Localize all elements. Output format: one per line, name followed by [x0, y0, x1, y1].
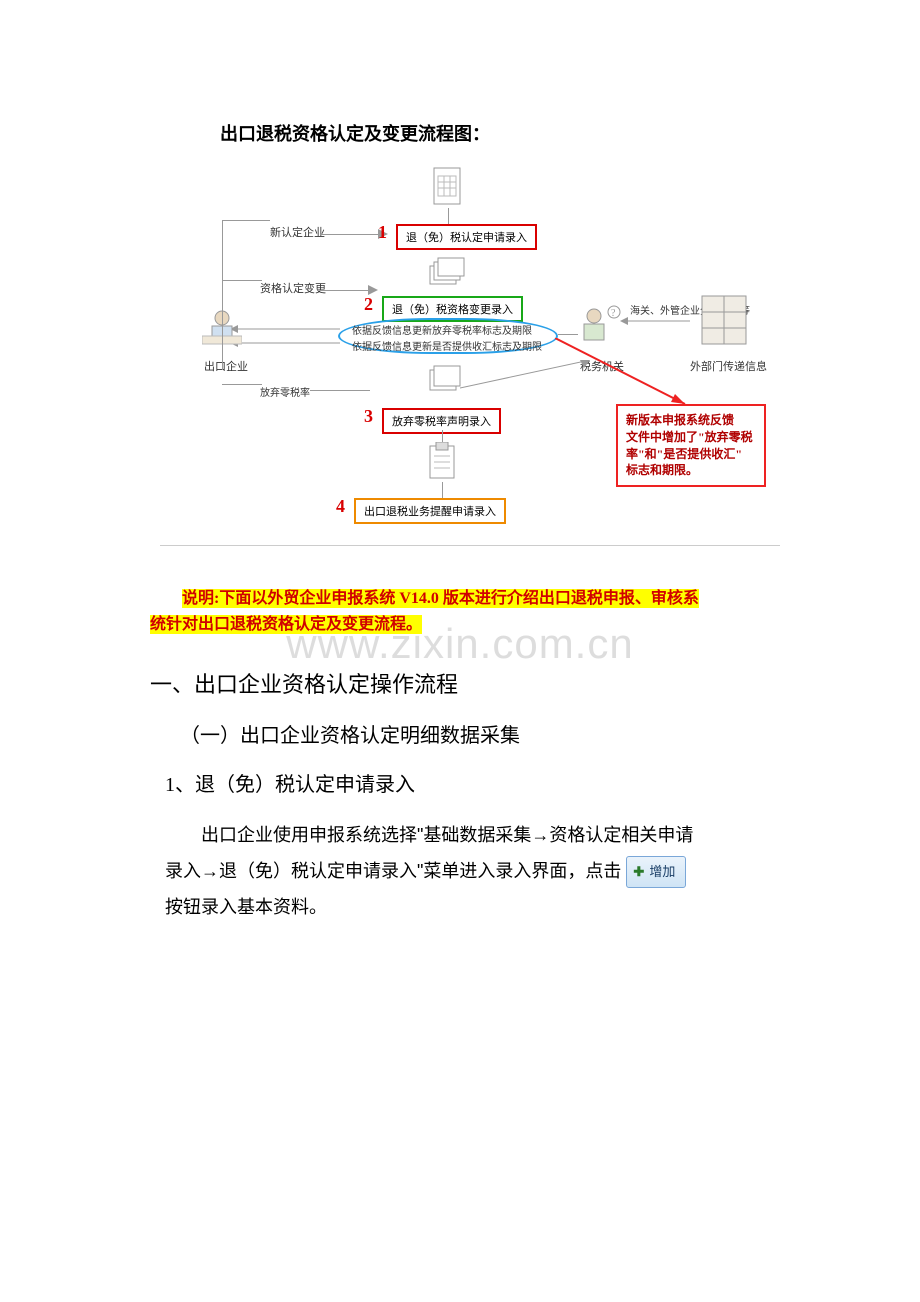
feedback-line-2: 依据反馈信息更新是否提供收汇标志及期限: [352, 338, 542, 353]
explanation-para: 缩进说明:下面以外贸企业申报系统 V14.0 版本进行介绍出口退税申报、审核系 …: [150, 586, 770, 637]
note-line-3: 率"和"是否提供收汇": [626, 446, 756, 463]
body-text-b: 录入→退（免）税认定申请录入"菜单进入录入界面，点击: [165, 861, 621, 881]
heading-level-2: （一）出口企业资格认定明细数据采集: [180, 719, 770, 748]
explain-line-2: 统针对出口退税资格认定及变更流程。: [150, 615, 422, 634]
note-line-2: 文件中增加了"放弃零税: [626, 429, 756, 446]
body-paragraph-3: 按钮录入基本资料。: [165, 889, 770, 925]
note-box: 新版本申报系统反馈 文件中增加了"放弃零税 率"和"是否提供收汇" 标志和期限。: [616, 404, 766, 487]
note-line-4: 标志和期限。: [626, 462, 756, 479]
label-external-dept: 外部门传递信息: [690, 358, 767, 374]
body-text-c: 按钮录入基本资料。: [165, 897, 327, 917]
cabinet-icon: [700, 294, 750, 353]
page-title: 出口退税资格认定及变更流程图：: [220, 120, 770, 146]
explain-line-1: 说明:下面以外贸企业申报系统 V14.0 版本进行介绍出口退税申报、审核系: [182, 589, 699, 608]
flowchart-diagram: 新认定企业 1 退（免）税认定申请录入 资格认定变更 2 退（免）税资格变更录入…: [160, 166, 780, 546]
document-icon: [430, 166, 466, 213]
body-paragraph-2: 录入→退（免）税认定申请录入"菜单进入录入界面，点击 ✚ 增加: [165, 853, 770, 889]
clipboard-icon: [426, 442, 460, 487]
body-paragraph: 出口企业使用申报系统选择"基础数据采集→资格认定相关申请: [165, 817, 770, 853]
flow-number-1: 1: [378, 222, 387, 243]
label-export-enterprise: 出口企业: [204, 358, 248, 374]
flow-number-4: 4: [336, 496, 345, 517]
body-text-a: 出口企业使用申报系统选择"基础数据采集→资格认定相关申请: [201, 825, 693, 845]
document-icon-2: [426, 362, 462, 399]
flow-number-2: 2: [364, 294, 373, 315]
add-button-label: 增加: [649, 864, 675, 879]
feedback-line-1: 依据反馈信息更新放弃零税率标志及期限: [352, 322, 532, 337]
heading-level-3: 1、退（免）税认定申请录入: [165, 768, 770, 797]
flow-number-3: 3: [364, 406, 373, 427]
label-abandon-zero: 放弃零税率: [260, 384, 310, 399]
add-button[interactable]: ✚ 增加: [626, 856, 686, 888]
plus-icon: ✚: [633, 859, 645, 871]
flow-box-1: 退（免）税认定申请录入: [396, 224, 537, 250]
label-qual-change: 资格认定变更: [260, 280, 326, 296]
label-new-enterprise: 新认定企业: [270, 224, 325, 240]
flow-box-4: 出口退税业务提醒申请录入: [354, 498, 506, 524]
heading-level-1: 一、出口企业资格认定操作流程: [150, 667, 770, 699]
document-stack-icon: [428, 256, 466, 293]
svg-text:?: ?: [611, 308, 616, 319]
note-line-1: 新版本申报系统反馈: [626, 412, 756, 429]
